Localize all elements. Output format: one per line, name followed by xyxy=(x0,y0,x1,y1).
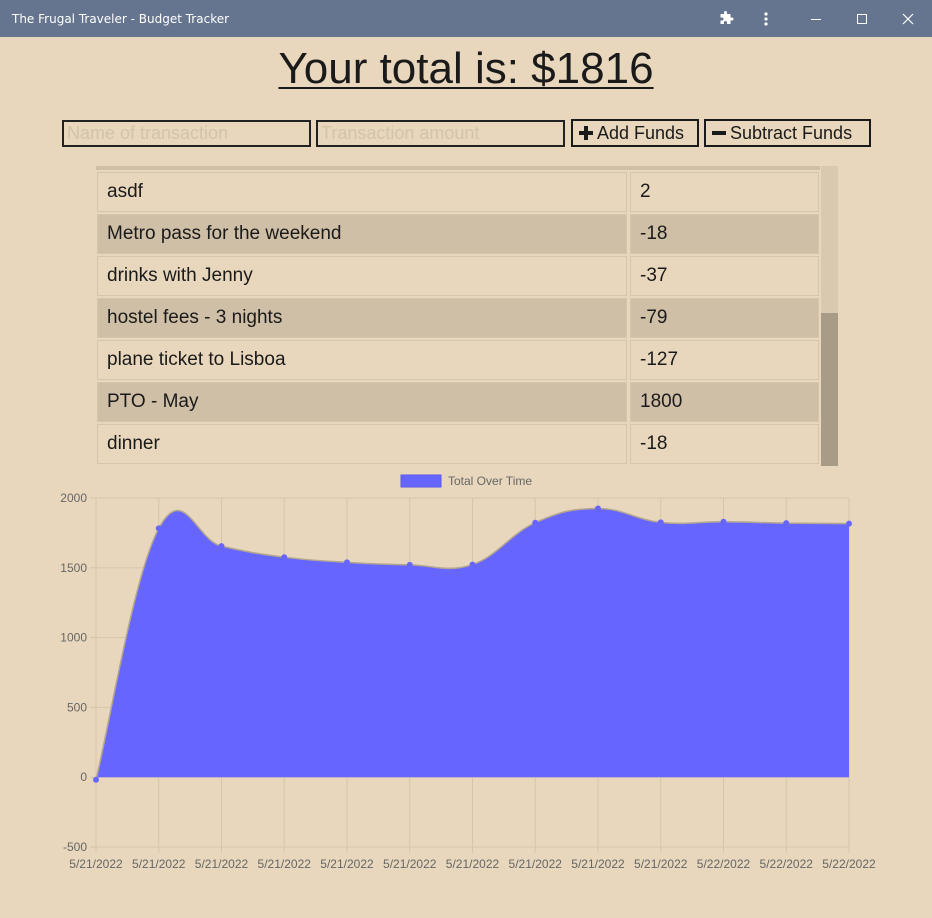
table-row: Metro pass for the weekend -18 xyxy=(96,214,820,254)
x-tick-label: 5/21/2022 xyxy=(132,857,186,871)
transaction-name-cell: asdf xyxy=(97,172,627,212)
table-row-partial xyxy=(96,166,820,170)
y-tick-label: 1500 xyxy=(60,561,87,575)
table-row: plane ticket to Lisboa -127 xyxy=(96,340,820,380)
x-tick-label: 5/21/2022 xyxy=(69,857,123,871)
y-tick-label: 500 xyxy=(67,700,87,714)
table-row: dinner -18 xyxy=(96,424,820,464)
x-tick-label: 5/21/2022 xyxy=(320,857,374,871)
transaction-name-cell: Metro pass for the weekend xyxy=(97,214,627,254)
data-point xyxy=(93,776,99,783)
minus-icon xyxy=(712,131,726,135)
data-point xyxy=(783,520,790,527)
add-funds-label: Add Funds xyxy=(597,122,685,143)
data-point xyxy=(155,525,162,532)
x-tick-label: 5/21/2022 xyxy=(509,857,563,871)
x-tick-label: 5/21/2022 xyxy=(571,857,625,871)
data-point xyxy=(469,561,476,568)
transactions-table: asdf 2 Metro pass for the weekend -18 drinks… xyxy=(96,166,838,466)
data-point xyxy=(344,559,350,566)
x-tick-label: 5/21/2022 xyxy=(383,857,437,871)
x-tick-label: 5/21/2022 xyxy=(258,857,312,871)
transaction-value-cell: 2 xyxy=(630,172,819,212)
transaction-name-cell: drinks with Jenny xyxy=(97,256,627,296)
data-point xyxy=(720,518,727,525)
total-heading: Your total is: $1816 xyxy=(0,44,932,94)
legend-swatch xyxy=(400,474,442,488)
data-point xyxy=(846,520,852,527)
table-row: asdf 2 xyxy=(96,172,820,212)
table-row: hostel fees - 3 nights -79 xyxy=(96,298,820,338)
table-row: PTO - May 1800 xyxy=(96,382,820,422)
transaction-name-input[interactable] xyxy=(62,120,311,147)
x-tick-label: 5/22/2022 xyxy=(822,857,876,871)
close-icon[interactable] xyxy=(892,0,924,37)
kebab-menu-icon[interactable] xyxy=(752,0,780,37)
puzzle-icon[interactable] xyxy=(712,0,740,37)
x-tick-label: 5/22/2022 xyxy=(760,857,814,871)
plus-icon xyxy=(579,126,593,140)
window-title: The Frugal Traveler - Budget Tracker xyxy=(12,12,230,26)
transaction-value-cell: -79 xyxy=(630,298,819,338)
maximize-icon[interactable] xyxy=(846,0,878,37)
table-row: drinks with Jenny -37 xyxy=(96,256,820,296)
x-tick-label: 5/21/2022 xyxy=(446,857,500,871)
series-area xyxy=(96,508,849,780)
transaction-name-cell: PTO - May xyxy=(97,382,627,422)
transaction-value-cell: 1800 xyxy=(630,382,819,422)
x-tick-label: 5/21/2022 xyxy=(634,857,688,871)
x-tick-label: 5/21/2022 xyxy=(195,857,249,871)
transaction-value-cell: -37 xyxy=(630,256,819,296)
add-funds-button[interactable]: Add Funds xyxy=(571,119,699,147)
transaction-value-cell: -18 xyxy=(630,214,819,254)
transaction-name-cell: plane ticket to Lisboa xyxy=(97,340,627,380)
data-point xyxy=(218,543,225,550)
transaction-name-cell: dinner xyxy=(97,424,627,464)
transaction-value-cell: -127 xyxy=(630,340,819,380)
subtract-funds-label: Subtract Funds xyxy=(730,122,853,143)
legend-label: Total Over Time xyxy=(448,474,532,488)
data-point xyxy=(406,561,413,568)
y-tick-label: -500 xyxy=(63,840,87,854)
data-point xyxy=(595,505,601,512)
data-point xyxy=(657,519,664,526)
scrollbar-thumb[interactable] xyxy=(821,313,838,466)
y-tick-label: 0 xyxy=(80,770,87,784)
total-text: Your total is: $1816 xyxy=(278,44,654,93)
data-point xyxy=(532,519,539,526)
transaction-name-cell: hostel fees - 3 nights xyxy=(97,298,627,338)
window-titlebar: The Frugal Traveler - Budget Tracker xyxy=(0,0,932,37)
x-tick-label: 5/22/2022 xyxy=(697,857,751,871)
transaction-value-cell: -18 xyxy=(630,424,819,464)
y-tick-label: 2000 xyxy=(60,491,87,505)
data-point xyxy=(281,554,288,561)
total-over-time-chart: 2000 1500 1000 500 0 -500 5/21/2022 5/21/2022 5/… xyxy=(60,474,876,871)
subtract-funds-button[interactable]: Subtract Funds xyxy=(704,119,871,147)
series-line xyxy=(95,507,850,780)
minimize-icon[interactable] xyxy=(800,0,832,37)
y-tick-label: 1000 xyxy=(60,631,87,645)
transaction-amount-input[interactable] xyxy=(316,120,565,147)
